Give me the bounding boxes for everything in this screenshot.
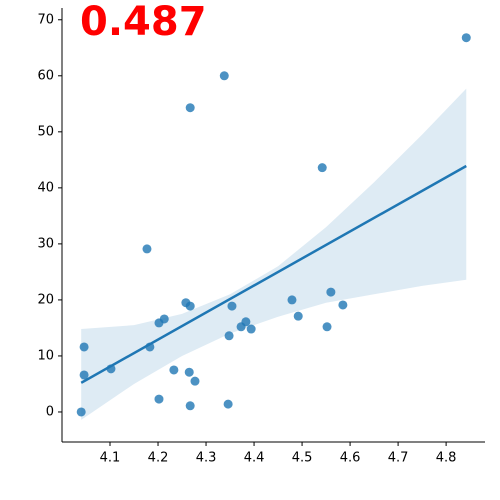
y-tick-label: 20	[37, 292, 54, 307]
point	[142, 244, 152, 254]
point	[223, 399, 233, 409]
point	[287, 295, 297, 305]
y-tick-label: 0	[46, 404, 54, 419]
y-tick-label: 40	[37, 180, 54, 195]
x-tick-label: 4.5	[292, 451, 313, 466]
point	[154, 394, 164, 404]
regression-line	[80, 164, 467, 384]
point	[317, 163, 327, 173]
point	[185, 301, 195, 311]
point	[322, 322, 332, 332]
point	[246, 324, 256, 334]
y-tick-label: 60	[37, 68, 54, 83]
point	[241, 317, 251, 327]
point	[76, 407, 86, 417]
x-tick-label: 4.3	[196, 451, 217, 466]
point	[159, 314, 169, 324]
confidence-band	[81, 88, 467, 420]
x-tick-label: 4.4	[244, 451, 265, 466]
x-tick-label: 4.6	[340, 451, 361, 466]
point	[461, 33, 471, 43]
x-tick-label: 4.2	[148, 451, 169, 466]
x-tick-label: 4.1	[100, 451, 121, 466]
point	[219, 71, 229, 81]
point	[190, 376, 200, 386]
point	[185, 103, 195, 113]
point	[184, 367, 194, 377]
x-tick-label: 4.7	[388, 451, 409, 466]
point	[79, 342, 89, 352]
point	[79, 370, 89, 380]
x-tick-label: 4.8	[436, 451, 457, 466]
point	[227, 301, 237, 311]
point	[338, 300, 348, 310]
y-tick-label: 50	[37, 124, 54, 139]
y-tick-label: 70	[37, 12, 54, 27]
point	[224, 331, 234, 341]
annotation: 0.487	[80, 0, 207, 45]
y-tick-label: 30	[37, 236, 54, 251]
point	[293, 311, 303, 321]
point	[185, 401, 195, 411]
point	[169, 365, 179, 375]
point	[326, 287, 336, 297]
y-tick-label: 10	[37, 348, 54, 363]
